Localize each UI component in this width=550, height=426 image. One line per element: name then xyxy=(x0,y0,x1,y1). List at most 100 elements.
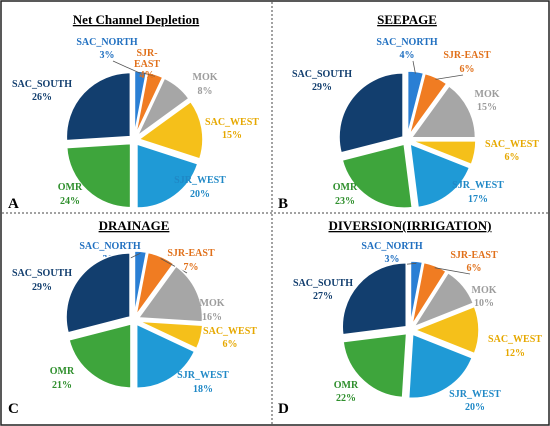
pie-slice-sac-south xyxy=(338,72,404,154)
leader-line-sjr-east xyxy=(434,267,471,275)
slice-label-value: 22% xyxy=(336,393,356,404)
slice-label-name: SJR_WEST xyxy=(449,389,501,400)
panel-B: SEEPAGE B SAC_NORTH 4% SJR-EAST 6% MOK 15% SAC_W… xyxy=(278,12,539,212)
slice-label-name: SAC_WEST xyxy=(488,334,542,345)
slice-label-name: OMR xyxy=(50,366,75,377)
slice-label-value: 29% xyxy=(312,82,332,93)
pie-slice-mok xyxy=(411,271,475,329)
slice-label-value: 6% xyxy=(460,64,475,75)
panel-letter: A xyxy=(8,196,19,212)
pie-slice-omr xyxy=(68,322,132,389)
leader-line-sac-north xyxy=(412,60,416,74)
pie-slice-mok xyxy=(409,84,477,139)
panel-D: DIVERSION(IRRIGATION) D SAC_NORTH 3% SJR-EAS… xyxy=(278,218,542,417)
pie-slice-sjr-west xyxy=(135,323,196,389)
pie-slice-sac-north xyxy=(406,70,425,136)
slice-label-value: 16% xyxy=(202,312,222,323)
slice-label-value: 18% xyxy=(193,384,213,395)
panel-title: DIVERSION(IRRIGATION) xyxy=(328,218,491,233)
slice-label-name: MOK xyxy=(200,298,225,309)
slice-label-value: 8% xyxy=(198,86,213,97)
slice-label-name: SJR-EAST xyxy=(450,250,498,261)
slice-label-name: SAC_NORTH xyxy=(361,241,423,252)
leader-line-sjr-east xyxy=(142,72,155,77)
pie-slice-sjr-east xyxy=(134,71,164,136)
slice-label-name: SJR-EAST xyxy=(443,50,491,61)
slice-label-name: SAC_SOUTH xyxy=(293,278,353,289)
slice-label-value: 20% xyxy=(190,189,210,200)
pie-slice-sac-south xyxy=(65,71,132,142)
slice-label-value: 23% xyxy=(335,196,355,207)
slice-label-value: 3% xyxy=(100,50,115,61)
slice-label-name: SAC_NORTH xyxy=(376,37,438,48)
slice-label-name: OMR xyxy=(334,380,359,391)
panel-C: DRAINAGECSAC_NORTH3%SJR-EAST7%MOK16%SAC_… xyxy=(8,218,257,417)
pie-slice-sac-west xyxy=(137,100,204,160)
slice-label-value: 15% xyxy=(477,102,497,113)
slice-label-name: SAC_WEST xyxy=(203,326,257,337)
pie-slice-sac-north xyxy=(133,250,148,316)
slice-label-name: SAC_NORTH xyxy=(79,241,141,252)
slice-label-value: 29% xyxy=(32,282,52,293)
slice-label-value: 27% xyxy=(313,291,333,302)
slice-label-name: SAC_WEST xyxy=(205,117,259,128)
slice-label-value: 6% xyxy=(505,152,520,163)
pie-slice-sjr-east xyxy=(411,261,448,326)
slice-label-name: MOK xyxy=(475,89,500,100)
panel-A: Net Channel Depletion A SAC_NORTH 3% SJR-EAS… xyxy=(8,12,259,212)
slice-label-value: 20% xyxy=(465,402,485,413)
slice-label-value: 3% xyxy=(385,254,400,265)
slice-label-value: 6% xyxy=(467,263,482,274)
pie-slice-sjr-east xyxy=(408,72,448,136)
slice-label-name: SAC_SOUTH xyxy=(292,69,352,80)
slice-label-value: 4% xyxy=(400,50,415,61)
leader-line-sjr-east xyxy=(435,74,464,80)
slice-label-value: 7% xyxy=(184,262,199,273)
pie-slice-sjr-west xyxy=(136,143,199,209)
slice-label-value: 15% xyxy=(222,130,242,141)
pie-slice-omr xyxy=(342,332,408,399)
slice-label-value: 17% xyxy=(468,194,488,205)
panel-title: Net Channel Depletion xyxy=(73,12,200,27)
slice-label-value: 26% xyxy=(32,92,52,103)
pie-slice-mok xyxy=(137,265,204,323)
pie-slice-mok xyxy=(136,77,191,137)
slice-label-value: 21% xyxy=(52,380,72,391)
slice-label-name: SAC_SOUTH xyxy=(12,79,72,90)
slice-label-name: MOK xyxy=(472,285,497,296)
pie-slice-sjr-west xyxy=(407,333,474,399)
pie-slice-sac-north xyxy=(409,260,424,326)
slice-label-name: OMR xyxy=(58,182,83,193)
slice-label-name: SJR_WEST xyxy=(452,180,504,191)
slice-label-name: OMR xyxy=(333,182,358,193)
slice-label-name: MOK xyxy=(193,72,218,83)
slice-label-name: SAC_NORTH xyxy=(76,37,138,48)
slice-label-name: SJR_WEST xyxy=(174,175,226,186)
slice-label-name: SAC_WEST xyxy=(485,139,539,150)
slice-label-name: SJR- xyxy=(136,48,157,59)
pie-slice-sac-south xyxy=(65,252,131,334)
panel-title: SEEPAGE xyxy=(377,12,437,27)
pie-slice-sjr-east xyxy=(135,251,175,316)
pie-slice-sac-west xyxy=(411,140,477,166)
slice-label-name: SAC_SOUTH xyxy=(12,268,72,279)
slice-label-value: 10% xyxy=(474,298,494,309)
pie-slice-omr xyxy=(341,143,414,209)
slice-label-value: 4% xyxy=(140,70,155,81)
pie-slice-sac-south xyxy=(341,261,407,336)
pie-slice-sac-west xyxy=(412,305,480,355)
slice-label-value: 6% xyxy=(223,339,238,350)
panel-title: DRAINAGE xyxy=(99,218,170,233)
slice-label-name: SJR-EAST xyxy=(167,248,215,259)
panel-letter: D xyxy=(278,401,289,417)
panel-letter: B xyxy=(278,196,288,212)
leader-line-sac-north xyxy=(112,60,141,74)
slice-label-value: 12% xyxy=(505,348,525,359)
slice-label-name: SJR_WEST xyxy=(177,370,229,381)
slice-label-name-cont: EAST xyxy=(134,59,160,70)
pie-slice-sac-west xyxy=(138,320,204,350)
pie-slice-sjr-west xyxy=(409,142,471,209)
pie-slice-omr xyxy=(65,142,132,209)
panel-letter: C xyxy=(8,401,19,417)
